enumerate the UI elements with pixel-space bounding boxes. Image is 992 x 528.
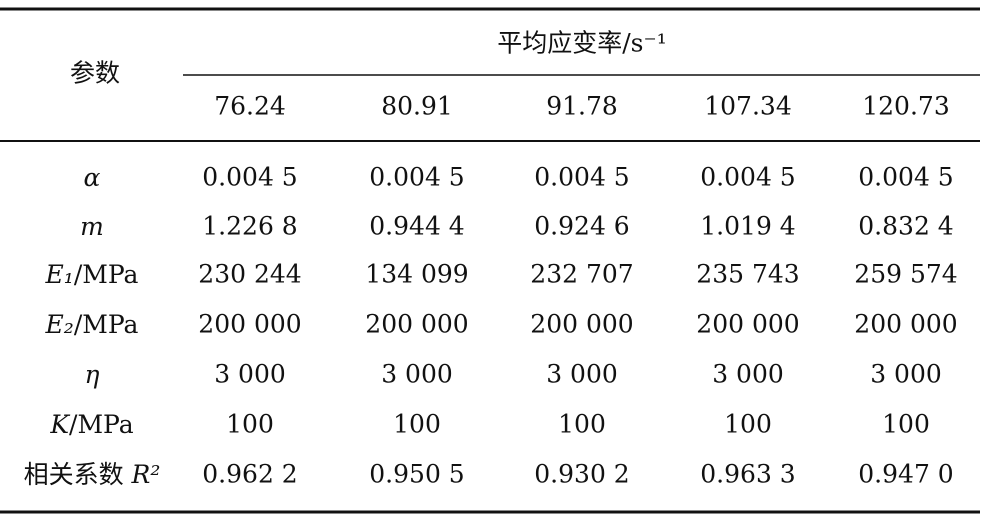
cell: 0.944 4 <box>369 212 464 241</box>
cell: 100 <box>226 410 274 439</box>
cell: 1.226 8 <box>202 212 297 241</box>
column-header: 91.78 <box>546 92 618 121</box>
cell: 0.950 5 <box>369 460 464 489</box>
column-header: 76.24 <box>214 92 286 121</box>
label-symbol: α <box>84 163 101 192</box>
cell: 200 000 <box>530 310 633 339</box>
cell: 0.924 6 <box>534 212 629 241</box>
cell: 3 000 <box>381 360 453 389</box>
corner-header: 参数 <box>70 59 120 88</box>
cell: 259 574 <box>854 260 957 289</box>
row-label: E₁/MPa <box>45 260 139 289</box>
cell: 0.004 5 <box>858 163 953 192</box>
cell: 0.004 5 <box>369 163 464 192</box>
row-label: α <box>84 163 101 192</box>
cell: 0.963 3 <box>700 460 795 489</box>
cell: 235 743 <box>696 260 799 289</box>
cell: 1.019 4 <box>700 212 795 241</box>
label-symbol: E₂ <box>45 310 74 339</box>
cell: 0.947 0 <box>858 460 953 489</box>
label-unit: /MPa <box>74 260 139 289</box>
label-prefix: 相关系数 <box>24 460 132 489</box>
cell: 200 000 <box>365 310 468 339</box>
cell: 0.832 4 <box>858 212 953 241</box>
column-header: 120.73 <box>862 92 949 121</box>
cell: 200 000 <box>696 310 799 339</box>
label-symbol: η <box>85 360 100 389</box>
column-header: 80.91 <box>381 92 453 121</box>
cell: 134 099 <box>365 260 468 289</box>
row-label: η <box>85 360 100 389</box>
cell: 230 244 <box>198 260 301 289</box>
row-label: m <box>80 212 104 241</box>
label-symbol: R² <box>131 460 161 489</box>
label-unit: /MPa <box>69 410 134 439</box>
cell: 100 <box>393 410 441 439</box>
cell: 3 000 <box>870 360 942 389</box>
cell: 100 <box>882 410 930 439</box>
row-label: E₂/MPa <box>45 310 139 339</box>
cell: 100 <box>724 410 772 439</box>
cell: 232 707 <box>530 260 633 289</box>
cell: 0.930 2 <box>534 460 629 489</box>
cell: 0.962 2 <box>202 460 297 489</box>
label-symbol: K <box>49 410 70 439</box>
cell: 200 000 <box>854 310 957 339</box>
cell: 3 000 <box>214 360 286 389</box>
cell: 0.004 5 <box>202 163 297 192</box>
row-label: K/MPa <box>49 410 133 439</box>
cell: 3 000 <box>712 360 784 389</box>
label-unit: /MPa <box>74 310 139 339</box>
row-label: 相关系数 R² <box>24 460 161 489</box>
cell: 0.004 5 <box>534 163 629 192</box>
group-header: 平均应变率/s⁻¹ <box>497 29 666 58</box>
column-header: 107.34 <box>704 92 791 121</box>
label-symbol: m <box>80 212 104 241</box>
label-symbol: E₁ <box>45 260 74 289</box>
cell: 100 <box>558 410 606 439</box>
cell: 200 000 <box>198 310 301 339</box>
cell: 0.004 5 <box>700 163 795 192</box>
cell: 3 000 <box>546 360 618 389</box>
